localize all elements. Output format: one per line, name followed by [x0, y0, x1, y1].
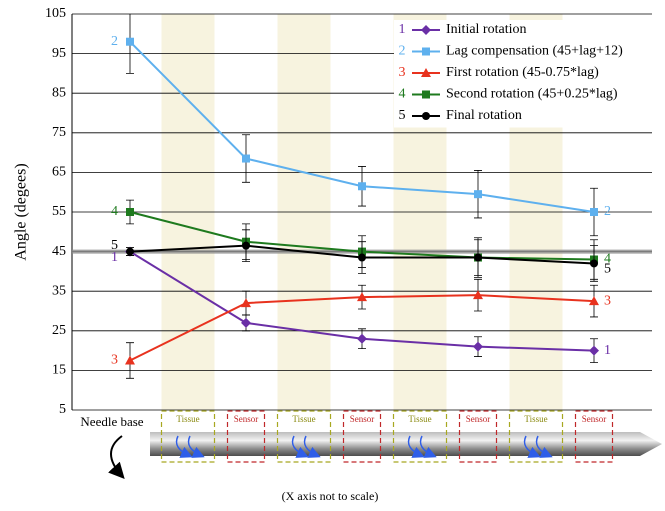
point [242, 242, 250, 250]
segment-label: Tissue [176, 414, 199, 424]
segment-label: Tissue [408, 414, 431, 424]
segment-label: Tissue [524, 414, 547, 424]
needle-base-label: Needle base [80, 414, 143, 429]
legend-label: Final rotation [446, 108, 522, 123]
y-tick-label: 75 [52, 125, 66, 140]
series-label: 5 [111, 238, 118, 253]
point [125, 356, 135, 365]
point [242, 155, 250, 163]
point [241, 318, 251, 328]
legend-number: 1 [399, 22, 406, 37]
point [126, 208, 134, 216]
point [473, 342, 483, 352]
point [126, 38, 134, 46]
legend-marker [422, 112, 430, 120]
legend-marker [422, 48, 430, 56]
y-tick-label: 95 [52, 46, 66, 61]
series-label: 3 [111, 353, 118, 368]
needle-body [150, 432, 662, 456]
y-tick-label: 5 [59, 402, 66, 417]
segment-label: Sensor [466, 414, 491, 424]
legend-label: First rotation (45-0.75*lag) [446, 65, 599, 80]
legend-number: 2 [399, 44, 406, 59]
series-label: 2 [604, 204, 611, 219]
y-tick-label: 55 [52, 204, 66, 219]
point [590, 259, 598, 267]
point [358, 182, 366, 190]
needle [111, 432, 662, 476]
series-label: 1 [604, 343, 611, 358]
y-tick-label: 15 [52, 363, 66, 378]
y-axis-label: Angle (degees) [13, 163, 30, 260]
y-tick-label: 65 [52, 165, 66, 180]
y-tick-label: 105 [45, 6, 66, 21]
segment-label: Sensor [582, 414, 607, 424]
point [358, 254, 366, 262]
point [126, 248, 134, 256]
legend-label: Initial rotation [446, 22, 526, 37]
segment-label: Tissue [292, 414, 315, 424]
point [357, 334, 367, 344]
point [474, 190, 482, 198]
axis-note: (X axis not to scale) [282, 489, 379, 503]
y-tick-label: 35 [52, 283, 66, 298]
y-tick-label: 45 [52, 244, 66, 259]
point [589, 346, 599, 356]
legend-number: 5 [399, 108, 406, 123]
legend-marker [422, 91, 430, 99]
legend-label: Second rotation (45+0.25*lag) [446, 87, 618, 102]
segment-label: Sensor [234, 414, 259, 424]
chart: 5152535455565758595105111Initial rotatio… [0, 0, 665, 511]
series-label: 4 [111, 204, 118, 219]
rotation-arrow [111, 436, 122, 476]
point [590, 208, 598, 216]
point [474, 254, 482, 262]
series-label: 5 [604, 262, 611, 277]
legend-number: 3 [399, 65, 406, 80]
legend-label: Lag compensation (45+lag+12) [446, 44, 623, 59]
series-label: 3 [604, 293, 611, 308]
series-label: 2 [111, 34, 118, 49]
y-tick-label: 25 [52, 323, 66, 338]
legend-number: 4 [399, 87, 406, 102]
y-tick-label: 85 [52, 85, 66, 100]
segment-label: Sensor [350, 414, 375, 424]
